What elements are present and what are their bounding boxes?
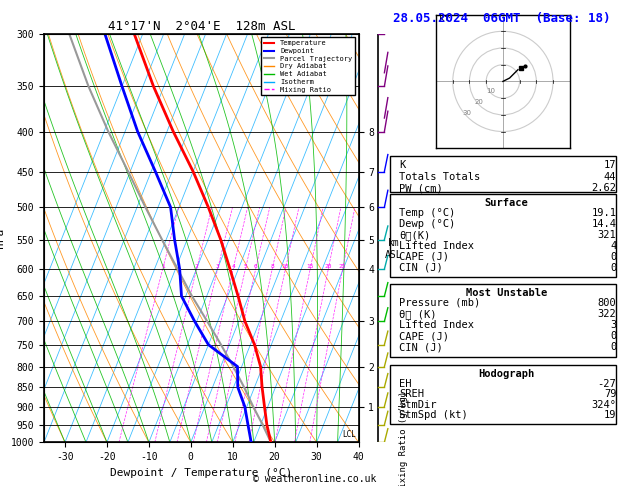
Text: 321: 321 [598, 230, 616, 240]
Text: 14.4: 14.4 [591, 219, 616, 229]
Text: 79: 79 [604, 389, 616, 399]
Text: 3: 3 [610, 320, 616, 330]
Text: 2.62: 2.62 [591, 183, 616, 193]
Text: 8: 8 [270, 264, 274, 269]
Text: © weatheronline.co.uk: © weatheronline.co.uk [253, 473, 376, 484]
Text: 19.1: 19.1 [591, 208, 616, 218]
Text: StmSpd (kt): StmSpd (kt) [399, 410, 468, 420]
Text: 322: 322 [598, 309, 616, 319]
Text: θᴇ(K): θᴇ(K) [399, 230, 431, 240]
Text: CIN (J): CIN (J) [399, 343, 443, 352]
Text: 20: 20 [325, 264, 332, 269]
Text: Most Unstable: Most Unstable [465, 288, 547, 298]
Text: -27: -27 [598, 379, 616, 389]
Title: 41°17'N  2°04'E  128m ASL: 41°17'N 2°04'E 128m ASL [108, 20, 295, 33]
Text: 17: 17 [604, 160, 616, 171]
Text: 20: 20 [474, 99, 483, 105]
Text: Mixing Ratio (g/kg): Mixing Ratio (g/kg) [399, 391, 408, 486]
Text: LCL: LCL [343, 430, 357, 439]
Text: 324°: 324° [591, 400, 616, 410]
Legend: Temperature, Dewpoint, Parcel Trajectory, Dry Adiabat, Wet Adiabat, Isotherm, Mi: Temperature, Dewpoint, Parcel Trajectory… [261, 37, 355, 95]
Y-axis label: hPa: hPa [0, 228, 5, 248]
Text: Surface: Surface [484, 198, 528, 208]
Text: CAPE (J): CAPE (J) [399, 331, 449, 341]
Text: 30: 30 [462, 110, 471, 117]
Text: K: K [399, 160, 406, 171]
Text: 3: 3 [216, 264, 220, 269]
Text: CAPE (J): CAPE (J) [399, 252, 449, 261]
Text: 25: 25 [339, 264, 347, 269]
X-axis label: Dewpoint / Temperature (°C): Dewpoint / Temperature (°C) [110, 468, 292, 478]
Text: 4: 4 [231, 264, 235, 269]
Text: 0: 0 [610, 252, 616, 261]
Text: 15: 15 [306, 264, 314, 269]
Text: EH: EH [399, 379, 412, 389]
Text: StmDir: StmDir [399, 400, 437, 410]
Text: θᴇ (K): θᴇ (K) [399, 309, 437, 319]
Text: 28.05.2024  06GMT  (Base: 18): 28.05.2024 06GMT (Base: 18) [393, 12, 611, 25]
Y-axis label: km
ASL: km ASL [385, 238, 403, 260]
Text: Temp (°C): Temp (°C) [399, 208, 455, 218]
Text: Lifted Index: Lifted Index [399, 320, 474, 330]
Text: CIN (J): CIN (J) [399, 262, 443, 273]
Text: Hodograph: Hodograph [478, 369, 535, 380]
Text: Lifted Index: Lifted Index [399, 241, 474, 251]
Text: 10: 10 [282, 264, 289, 269]
Text: kt: kt [440, 14, 450, 23]
Text: Dewp (°C): Dewp (°C) [399, 219, 455, 229]
Text: 19: 19 [604, 410, 616, 420]
Text: 4: 4 [610, 241, 616, 251]
Text: 0: 0 [610, 331, 616, 341]
Text: 44: 44 [604, 172, 616, 182]
Text: PW (cm): PW (cm) [399, 183, 443, 193]
Text: Pressure (mb): Pressure (mb) [399, 298, 481, 308]
Text: Totals Totals: Totals Totals [399, 172, 481, 182]
Text: 0: 0 [610, 343, 616, 352]
Text: SREH: SREH [399, 389, 425, 399]
Text: 2: 2 [195, 264, 199, 269]
Text: 0: 0 [610, 262, 616, 273]
Text: 800: 800 [598, 298, 616, 308]
Text: 6: 6 [253, 264, 257, 269]
Text: 1: 1 [161, 264, 165, 269]
Text: 5: 5 [243, 264, 247, 269]
Text: 10: 10 [486, 88, 496, 94]
